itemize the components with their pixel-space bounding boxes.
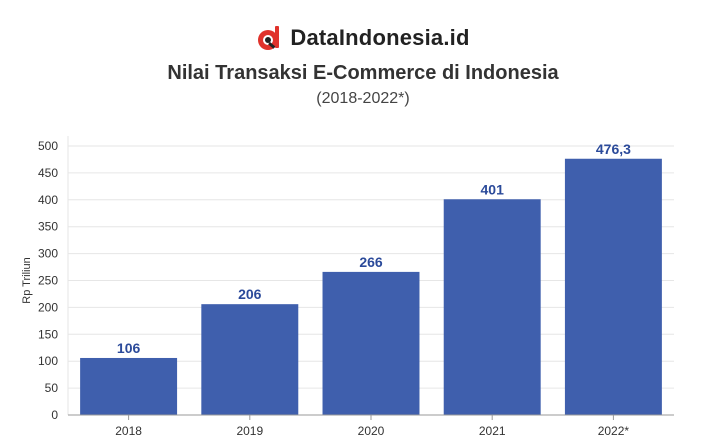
bar bbox=[443, 199, 541, 415]
data-label: 476,3 bbox=[596, 141, 631, 157]
chart-title: Nilai Transaksi E-Commerce di Indonesia bbox=[167, 62, 559, 84]
x-tick-label: 2020 bbox=[358, 424, 385, 438]
y-tick-label: 200 bbox=[38, 300, 58, 314]
y-axis-label: Rp Triliun bbox=[21, 257, 33, 303]
y-tick-label: 350 bbox=[38, 220, 58, 234]
data-label: 206 bbox=[238, 286, 262, 302]
data-label: 106 bbox=[117, 340, 141, 356]
y-tick-label: 450 bbox=[38, 166, 58, 180]
x-tick-label: 2019 bbox=[236, 424, 263, 438]
bar bbox=[564, 158, 662, 415]
y-tick-label: 150 bbox=[38, 327, 58, 341]
bar bbox=[322, 271, 420, 415]
brand-header: DataIndonesia.id bbox=[0, 22, 726, 54]
dataindonesia-logo-icon bbox=[258, 26, 280, 50]
x-tick-label: 2018 bbox=[115, 424, 142, 438]
y-tick-label: 100 bbox=[38, 354, 58, 368]
chart-subtitle: (2018-2022*) bbox=[316, 90, 410, 107]
x-tick-label: 2022* bbox=[598, 424, 630, 438]
y-tick-label: 0 bbox=[51, 408, 58, 422]
y-tick-label: 300 bbox=[38, 247, 58, 261]
data-label: 266 bbox=[359, 254, 383, 270]
y-tick-label: 500 bbox=[38, 139, 58, 153]
x-tick-label: 2021 bbox=[479, 424, 506, 438]
y-tick-label: 400 bbox=[38, 193, 58, 207]
data-label: 401 bbox=[481, 181, 505, 197]
bar bbox=[201, 304, 299, 415]
y-tick-label: 50 bbox=[45, 381, 59, 395]
brand-name: DataIndonesia.id bbox=[290, 25, 470, 50]
bar bbox=[80, 357, 178, 415]
y-tick-label: 250 bbox=[38, 274, 58, 288]
